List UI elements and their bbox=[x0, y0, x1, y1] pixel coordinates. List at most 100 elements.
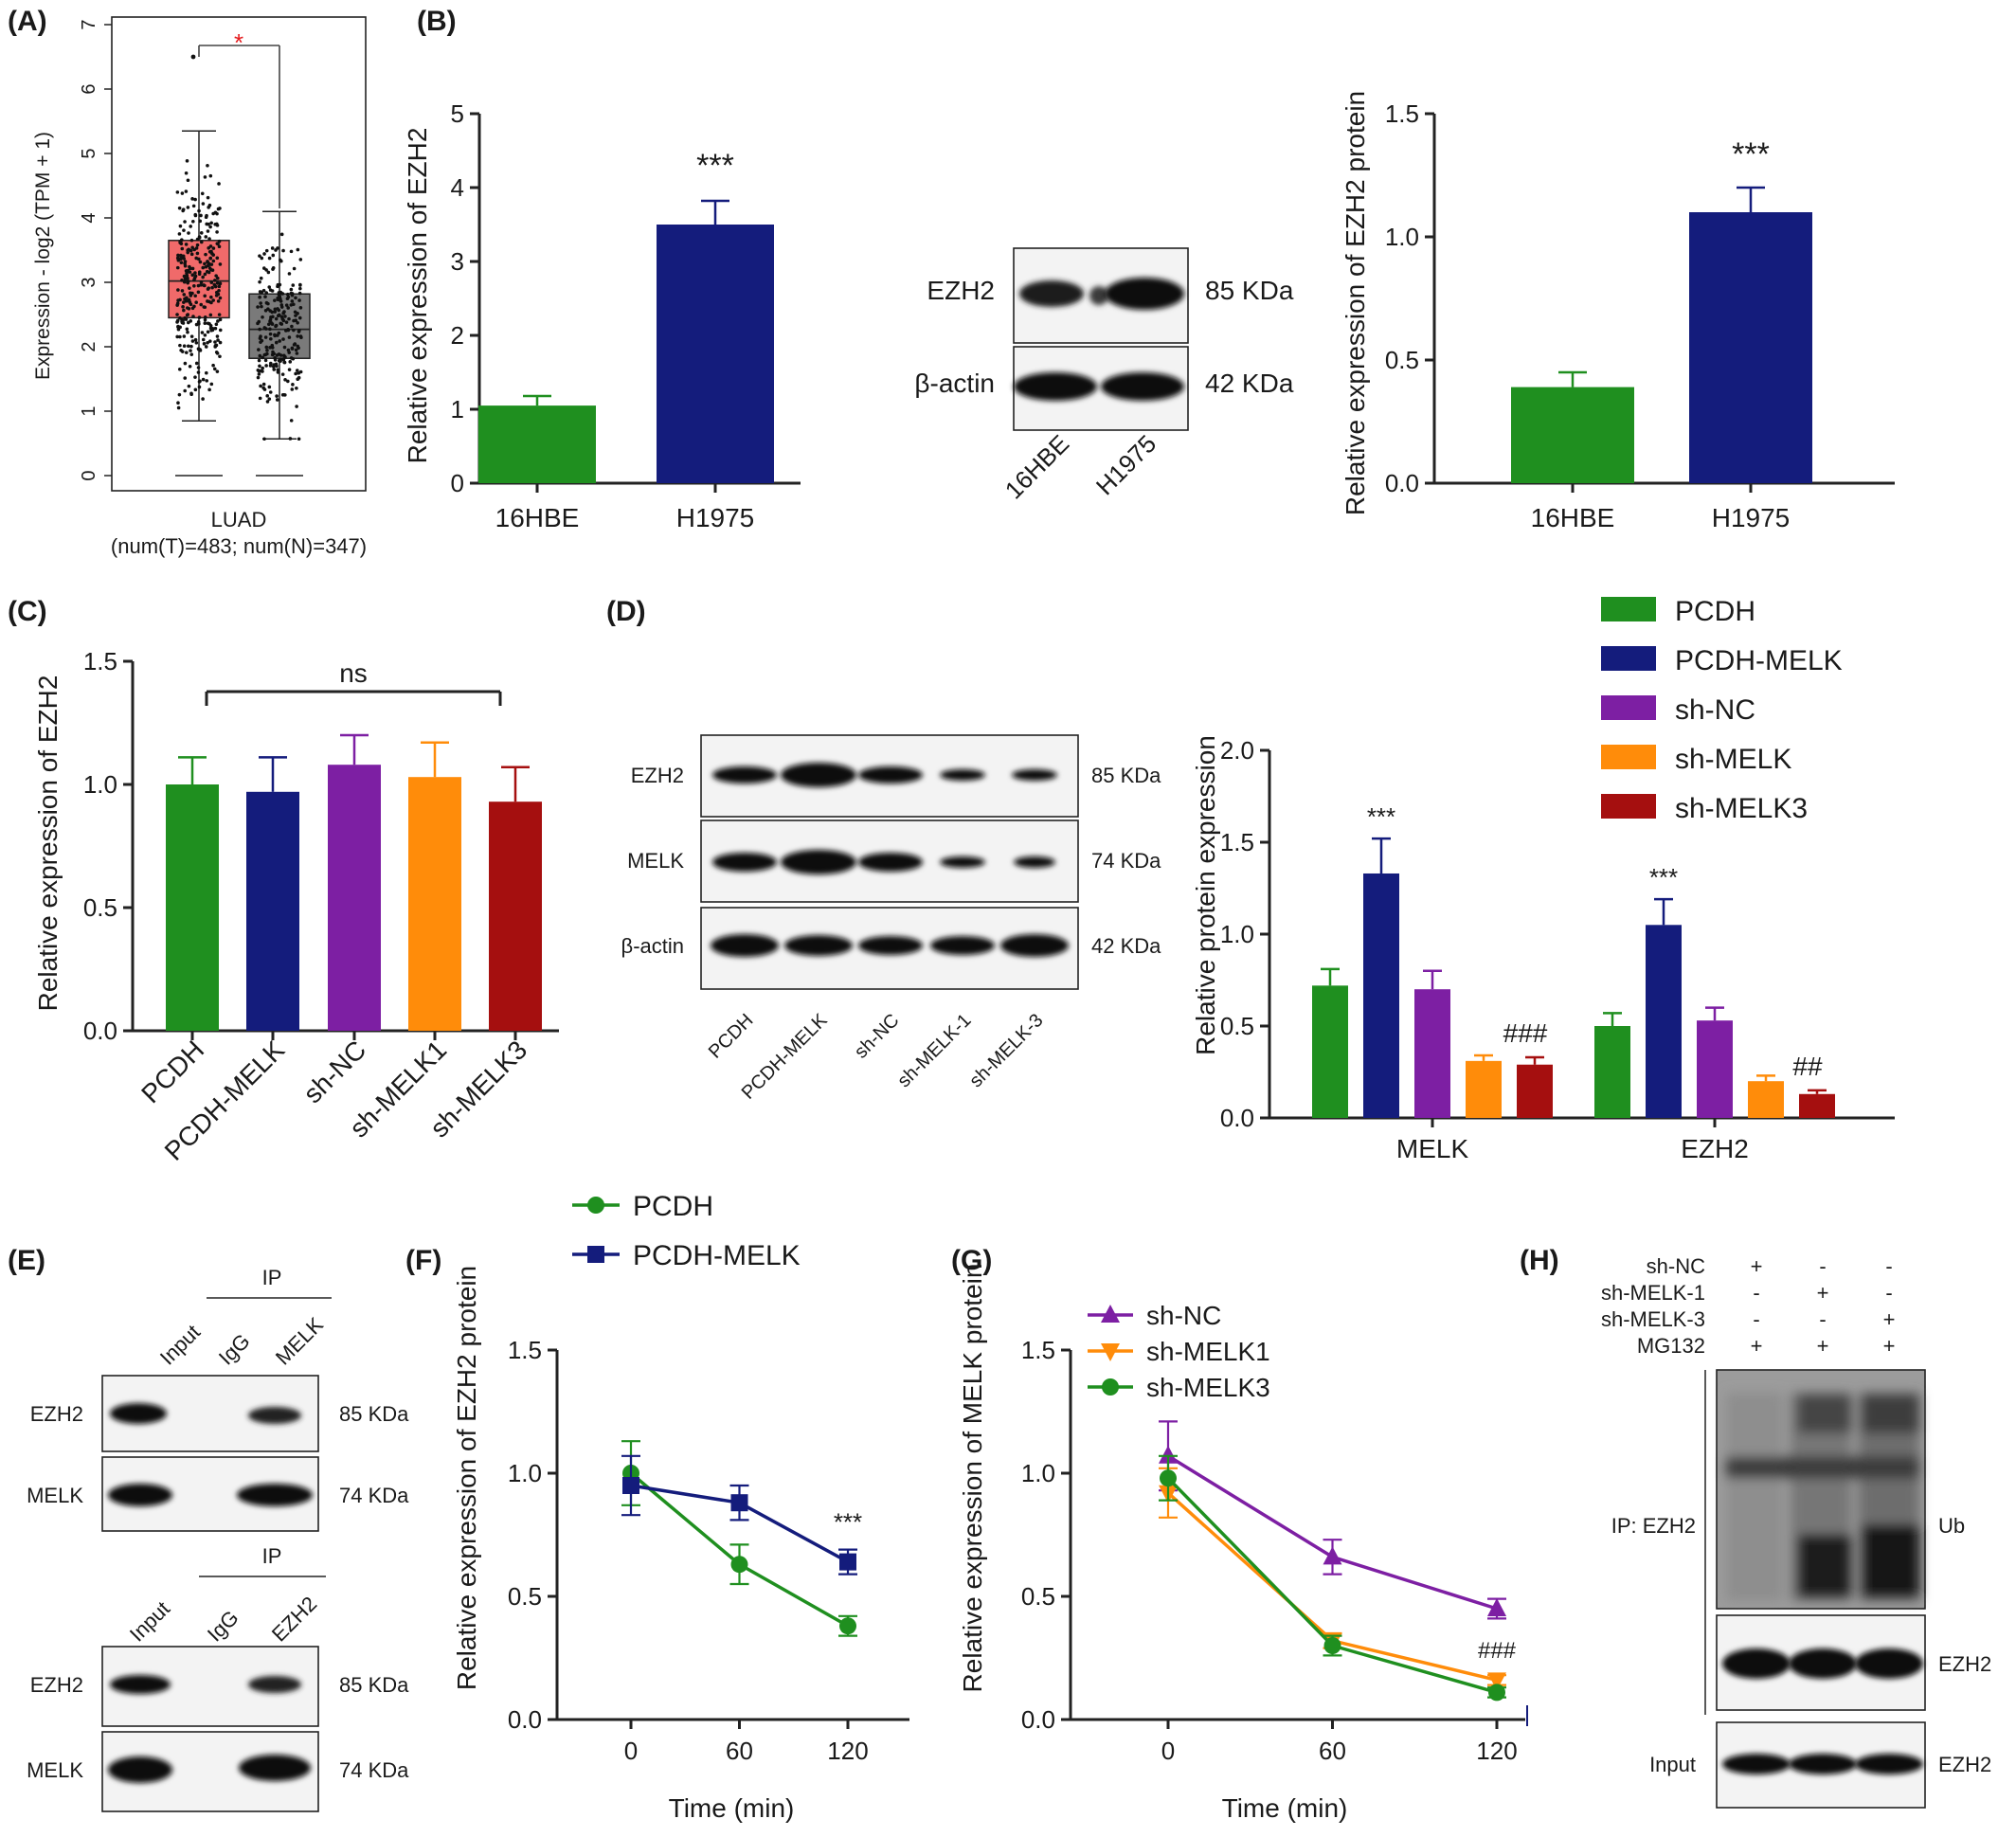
condition-mark: + bbox=[1751, 1334, 1763, 1358]
data-point bbox=[257, 369, 261, 373]
y-tick-label: 4 bbox=[79, 212, 99, 223]
data-point bbox=[261, 366, 264, 370]
data-point bbox=[258, 290, 262, 294]
outlier bbox=[190, 54, 196, 60]
bar bbox=[166, 784, 219, 1031]
blot-band bbox=[110, 1675, 171, 1694]
data-point bbox=[208, 313, 213, 317]
data-point bbox=[184, 351, 189, 354]
data-point bbox=[279, 359, 282, 363]
data-point bbox=[177, 367, 182, 371]
data-point bbox=[187, 344, 190, 349]
data-point bbox=[260, 256, 264, 261]
y-tick-label: 2 bbox=[79, 341, 99, 351]
lane-label: Input bbox=[155, 1320, 205, 1369]
data-point bbox=[214, 222, 219, 226]
data-point bbox=[286, 379, 290, 384]
data-point bbox=[193, 337, 198, 342]
data-point bbox=[587, 1246, 604, 1263]
data-point bbox=[261, 382, 266, 387]
category-label: 16HBE bbox=[1531, 503, 1615, 532]
bar bbox=[1594, 1026, 1630, 1118]
data-point bbox=[265, 349, 269, 352]
data-point bbox=[197, 208, 201, 213]
data-point bbox=[262, 326, 267, 330]
data-point bbox=[208, 244, 213, 248]
blot-band bbox=[1722, 1754, 1791, 1774]
data-point bbox=[298, 306, 303, 310]
panel-d-ylabel: Relative protein expression bbox=[1191, 735, 1220, 1055]
data-point bbox=[1488, 1684, 1505, 1702]
blot-band bbox=[108, 1484, 172, 1506]
category-label: PCDH bbox=[135, 1035, 209, 1108]
data-point bbox=[288, 437, 293, 441]
data-point bbox=[185, 327, 189, 332]
condition-mark: + bbox=[1751, 1254, 1763, 1278]
data-point bbox=[182, 334, 187, 338]
data-point bbox=[205, 379, 209, 383]
data-point bbox=[264, 291, 269, 295]
data-point bbox=[289, 419, 294, 423]
y-tick-label: 7 bbox=[79, 19, 99, 29]
data-point bbox=[203, 294, 207, 298]
data-point bbox=[204, 345, 208, 349]
data-point bbox=[197, 272, 202, 277]
data-point bbox=[297, 371, 301, 375]
y-tick-label: 1.5 bbox=[508, 1336, 542, 1364]
data-point bbox=[217, 244, 222, 249]
data-point bbox=[203, 261, 207, 266]
data-point bbox=[258, 396, 262, 401]
bar bbox=[246, 791, 299, 1031]
data-point bbox=[177, 392, 182, 397]
data-point bbox=[209, 382, 214, 387]
data-point bbox=[179, 261, 184, 264]
blot-row-label: β-actin bbox=[621, 934, 684, 958]
data-point bbox=[198, 348, 202, 351]
data-point bbox=[206, 321, 210, 326]
data-point bbox=[181, 208, 185, 213]
y-tick-label: 1.0 bbox=[1385, 223, 1419, 251]
data-point bbox=[186, 206, 190, 209]
ub-label: Ub bbox=[1938, 1514, 1965, 1538]
data-point bbox=[264, 268, 268, 272]
data-point bbox=[188, 286, 191, 290]
ezh2-label: EZH2 bbox=[1938, 1753, 1991, 1776]
blot-row-label: MELK bbox=[627, 849, 684, 873]
data-point bbox=[184, 243, 189, 246]
data-point bbox=[293, 342, 297, 346]
data-point bbox=[190, 339, 195, 343]
data-point bbox=[289, 356, 294, 360]
bar bbox=[1363, 873, 1399, 1118]
x-tick-label: 120 bbox=[1476, 1737, 1517, 1765]
data-point bbox=[182, 300, 186, 304]
data-point bbox=[208, 225, 212, 229]
data-point bbox=[287, 351, 291, 354]
data-point bbox=[190, 245, 194, 250]
data-point bbox=[279, 305, 284, 309]
data-point bbox=[193, 375, 197, 379]
data-point bbox=[298, 286, 302, 291]
y-tick-label: 1.0 bbox=[508, 1459, 542, 1487]
sig-mark: *** bbox=[1367, 802, 1395, 831]
data-point bbox=[295, 351, 299, 355]
data-point bbox=[187, 231, 190, 235]
panel-d-label: (D) bbox=[606, 596, 646, 627]
condition-mark: + bbox=[1817, 1281, 1829, 1305]
condition-label: sh-MELK-3 bbox=[1601, 1307, 1705, 1331]
data-point bbox=[207, 249, 212, 254]
data-point bbox=[297, 315, 302, 320]
data-point bbox=[290, 324, 294, 329]
data-point bbox=[215, 281, 220, 285]
data-point bbox=[178, 224, 183, 228]
data-point bbox=[268, 361, 273, 366]
data-point bbox=[290, 293, 295, 297]
data-point bbox=[262, 352, 267, 357]
data-point bbox=[264, 345, 269, 350]
panel-e: (E) IP Input IgG MELK EZH2 MELK 85 KDa 7… bbox=[8, 1245, 409, 1812]
data-point bbox=[206, 340, 209, 345]
sig-mark: ### bbox=[1478, 1638, 1517, 1664]
data-point bbox=[186, 330, 189, 334]
data-point bbox=[207, 222, 210, 226]
data-point bbox=[291, 283, 296, 287]
data-point bbox=[218, 262, 223, 266]
